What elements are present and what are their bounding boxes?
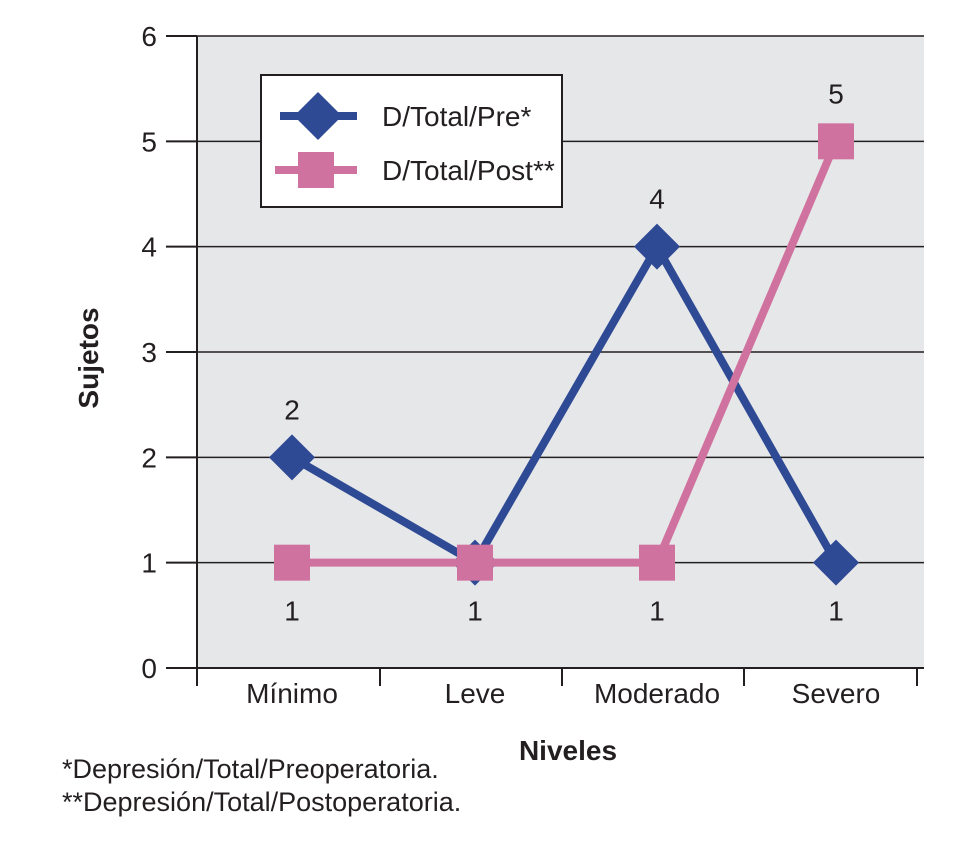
series-2-point-3 xyxy=(639,544,675,581)
data-label-4: 1 xyxy=(284,596,300,627)
series-line-2 xyxy=(292,139,840,567)
y-tick-label-0: 0 xyxy=(141,653,157,684)
y-tick-label-6: 6 xyxy=(141,21,157,52)
legend-marker-pre xyxy=(294,92,342,140)
footnote-pre: *Depresión/Total/Preoperatoria. xyxy=(62,754,439,784)
data-labels: 2 4 5 1 1 1 1 xyxy=(284,78,844,626)
series-line-1 xyxy=(290,238,840,569)
axes xyxy=(166,35,924,686)
y-tick-label-3: 3 xyxy=(141,337,157,368)
y-tick-label-2: 2 xyxy=(141,442,157,473)
data-label-5: 1 xyxy=(467,596,483,627)
legend-label-post: D/Total/Post** xyxy=(382,155,555,186)
x-axis-title: Niveles xyxy=(519,735,617,766)
x-tick-label-2: Leve xyxy=(445,678,506,709)
y-tick-label-5: 5 xyxy=(141,126,157,157)
footnote-post: **Depresión/Total/Postoperatoria. xyxy=(62,787,462,817)
x-tick-label-4: Severo xyxy=(792,678,881,709)
series-layer xyxy=(269,123,859,586)
series-1-point-4 xyxy=(813,539,859,586)
x-tick-label-3: Moderado xyxy=(594,678,720,709)
x-tick-label-1: Mínimo xyxy=(246,678,338,709)
legend: D/Total/Pre* D/Total/Post** xyxy=(260,74,563,208)
series-2-point-2 xyxy=(457,544,493,581)
legend-marker-post xyxy=(298,152,334,188)
x-tick-labels: Mínimo Leve Moderado Severo xyxy=(246,678,880,709)
y-tick-label-1: 1 xyxy=(141,548,157,579)
data-label-1: 2 xyxy=(284,394,300,425)
series-1-point-3 xyxy=(634,223,680,270)
data-label-3: 5 xyxy=(828,78,844,109)
y-axis-title: Sujetos xyxy=(73,307,104,408)
data-label-2: 4 xyxy=(649,184,665,215)
series-2-point-4 xyxy=(818,123,854,160)
data-label-6: 1 xyxy=(649,596,665,627)
series-2-point-1 xyxy=(274,544,310,581)
data-label-7: 1 xyxy=(828,596,844,627)
y-tick-label-4: 4 xyxy=(141,232,157,263)
legend-label-pre: D/Total/Pre* xyxy=(382,101,531,132)
series-1-point-1 xyxy=(269,434,315,481)
y-tick-labels: 0 1 2 3 4 5 6 xyxy=(141,21,157,684)
